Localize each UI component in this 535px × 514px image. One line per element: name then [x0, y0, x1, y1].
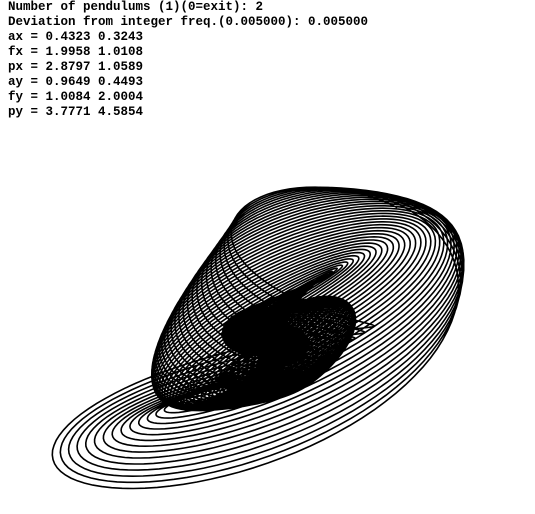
console-line: py = 3.7771 4.5854 — [8, 105, 144, 119]
console-line: px = 2.8797 1.0589 — [8, 60, 144, 74]
console-line: Number of pendulums (1)(0=exit): 2 — [8, 0, 264, 14]
console-line: fx = 1.9958 1.0108 — [8, 45, 144, 59]
console-line: Deviation from integer freq.(0.005000): … — [8, 15, 369, 29]
console-line: ay = 0.9649 0.4493 — [8, 75, 144, 89]
harmonograph-curve — [51, 186, 465, 490]
console-line: fy = 1.0084 2.0004 — [8, 90, 144, 104]
console-output: Number of pendulums (1)(0=exit): 2 Deviat… — [8, 0, 368, 120]
console-line: ax = 0.4323 0.3243 — [8, 30, 144, 44]
